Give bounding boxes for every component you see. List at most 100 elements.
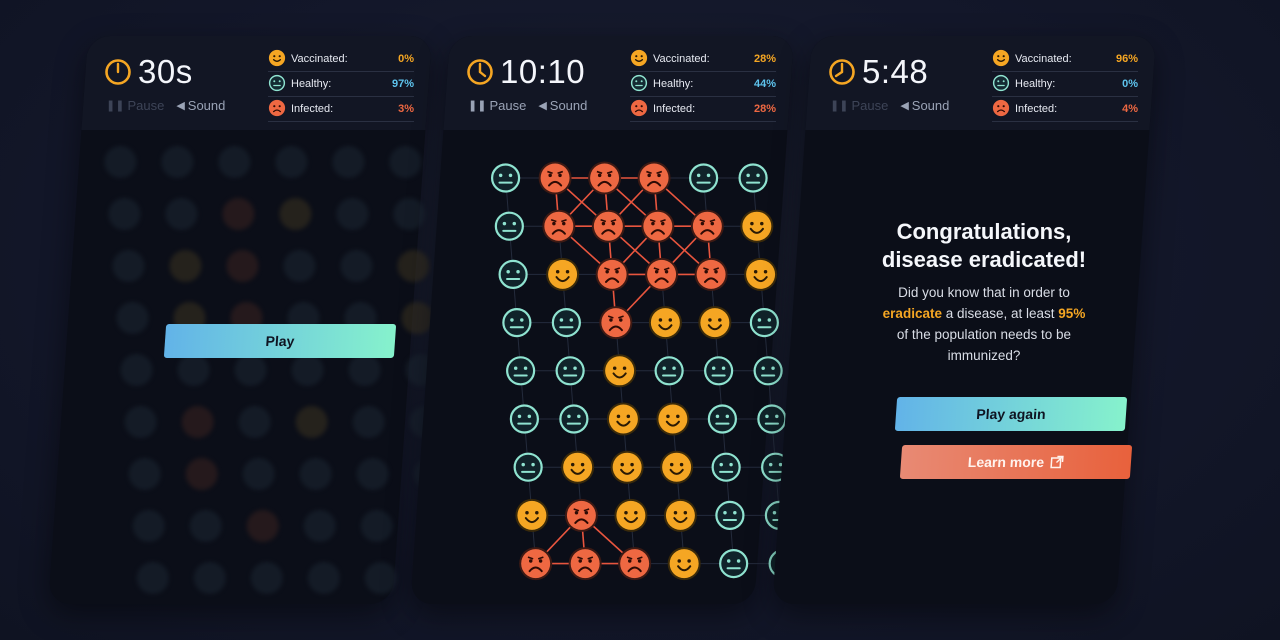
- vaccinated-person: [663, 498, 697, 532]
- timer: 5:48: [828, 53, 928, 91]
- infected-person: [618, 547, 652, 581]
- infected-person: [645, 257, 679, 291]
- timer-value: 30s: [138, 53, 193, 90]
- healthy-face-icon: [630, 74, 648, 95]
- clock-icon: [829, 59, 855, 85]
- game-panel-start: 30s ❚❚ Pause ◀ Sound Vaccinated: 0% Healthy…: [48, 36, 433, 604]
- sound-button[interactable]: ◀ Sound: [176, 98, 226, 113]
- vaccinated-person: [546, 257, 580, 291]
- infected-person: [690, 209, 724, 243]
- healthy-person[interactable]: [704, 356, 734, 386]
- blurred-grid-background: [88, 132, 432, 604]
- stat-vaccinated: Vaccinated: 0%: [268, 47, 414, 72]
- result-title: Congratulations, disease eradicated!: [881, 219, 1087, 272]
- infected-person: [519, 547, 553, 581]
- healthy-person[interactable]: [738, 163, 768, 193]
- clock-icon: [105, 59, 131, 85]
- healthy-person[interactable]: [749, 308, 779, 338]
- vaccinated-face-icon: [630, 49, 648, 70]
- vaccinated-person: [648, 306, 682, 340]
- stat-vaccinated: Vaccinated: 96%: [992, 47, 1138, 72]
- stat-healthy: Healthy: 0%: [992, 72, 1138, 97]
- stat-infected: Infected: 3%: [268, 97, 414, 122]
- vaccinated-person: [603, 354, 637, 388]
- vaccinated-person: [744, 257, 778, 291]
- infected-person: [637, 161, 671, 195]
- timer: 10:10: [466, 53, 585, 91]
- healthy-person[interactable]: [707, 404, 737, 434]
- vaccinated-person: [740, 209, 774, 243]
- pause-button[interactable]: ❚❚ Pause: [106, 98, 165, 113]
- vaccinated-face-icon: [992, 49, 1010, 70]
- healthy-person[interactable]: [498, 259, 528, 289]
- infected-person: [694, 257, 728, 291]
- infected-person: [568, 547, 602, 581]
- vaccinated-person: [656, 402, 690, 436]
- pause-icon: ❚❚: [106, 100, 125, 112]
- speaker-icon: ◀: [538, 100, 547, 112]
- clock-icon: [467, 59, 493, 85]
- timer-value: 10:10: [500, 53, 586, 90]
- infected-person: [588, 161, 622, 195]
- healthy-person[interactable]: [688, 163, 719, 193]
- play-again-button[interactable]: Play again: [894, 397, 1128, 431]
- healthy-person[interactable]: [509, 404, 539, 434]
- healthy-person[interactable]: [551, 308, 581, 338]
- healthy-person[interactable]: [753, 356, 783, 386]
- infected-person: [538, 161, 572, 195]
- sound-button[interactable]: ◀ Sound: [900, 98, 950, 113]
- healthy-person[interactable]: [513, 452, 543, 482]
- stat-infected: Infected: 4%: [992, 97, 1138, 122]
- stats-table: Vaccinated: 96% Healthy: 0% Infected: 4%: [992, 47, 1138, 122]
- healthy-person[interactable]: [715, 500, 745, 530]
- vaccinated-person: [614, 498, 648, 532]
- infected-person: [591, 209, 625, 243]
- healthy-face-icon: [992, 74, 1010, 95]
- infected-face-icon: [630, 99, 648, 120]
- healthy-person[interactable]: [559, 404, 589, 434]
- vaccinated-person: [606, 402, 640, 436]
- vaccinated-person: [610, 450, 644, 484]
- healthy-person[interactable]: [490, 163, 521, 193]
- healthy-person[interactable]: [654, 356, 684, 386]
- pause-button[interactable]: ❚❚ Pause: [830, 98, 889, 113]
- pause-button[interactable]: ❚❚ Pause: [468, 98, 527, 113]
- healthy-person[interactable]: [555, 356, 585, 386]
- vaccinated-person: [660, 450, 694, 484]
- healthy-person[interactable]: [719, 549, 749, 579]
- healthy-person[interactable]: [502, 308, 532, 338]
- timer-value: 5:48: [862, 53, 929, 90]
- infected-person: [641, 209, 675, 243]
- stat-healthy: Healthy: 44%: [630, 72, 776, 97]
- healthy-person[interactable]: [757, 404, 787, 434]
- healthy-person[interactable]: [494, 211, 524, 241]
- healthy-person[interactable]: [506, 356, 536, 386]
- vaccinated-person: [698, 306, 732, 340]
- sound-button[interactable]: ◀ Sound: [538, 98, 588, 113]
- vaccinated-person: [515, 498, 549, 532]
- stat-healthy: Healthy: 97%: [268, 72, 414, 97]
- speaker-icon: ◀: [900, 100, 909, 112]
- infected-person: [599, 306, 633, 340]
- learn-more-button[interactable]: Learn more: [899, 445, 1133, 479]
- infected-person: [542, 209, 576, 243]
- vaccinated-face-icon: [268, 49, 286, 70]
- pause-icon: ❚❚: [468, 100, 487, 112]
- healthy-face-icon: [268, 74, 286, 95]
- stat-infected: Infected: 28%: [630, 97, 776, 122]
- infected-face-icon: [992, 99, 1010, 120]
- game-panel-playing: 10:10 ❚❚ Pause ◀ Sound Vaccinated: 28% Heal…: [410, 36, 794, 604]
- pause-icon: ❚❚: [830, 100, 849, 112]
- stats-table: Vaccinated: 28% Healthy: 44% Infected: 28%: [630, 47, 776, 122]
- infected-person: [595, 257, 629, 291]
- vaccinated-person: [667, 547, 701, 581]
- stats-table: Vaccinated: 0% Healthy: 97% Infected: 3%: [268, 47, 414, 122]
- population-grid: [450, 132, 794, 604]
- play-button[interactable]: Play: [163, 324, 397, 358]
- speaker-icon: ◀: [176, 100, 185, 112]
- game-panel-result: 5:48 ❚❚ Pause ◀ Sound Vaccinated: 96% Healt…: [772, 36, 1156, 604]
- vaccinated-person: [561, 450, 595, 484]
- result-message: Did you know that in order to eradicate …: [882, 285, 1086, 363]
- external-link-icon: [1050, 455, 1064, 469]
- healthy-person[interactable]: [711, 452, 741, 482]
